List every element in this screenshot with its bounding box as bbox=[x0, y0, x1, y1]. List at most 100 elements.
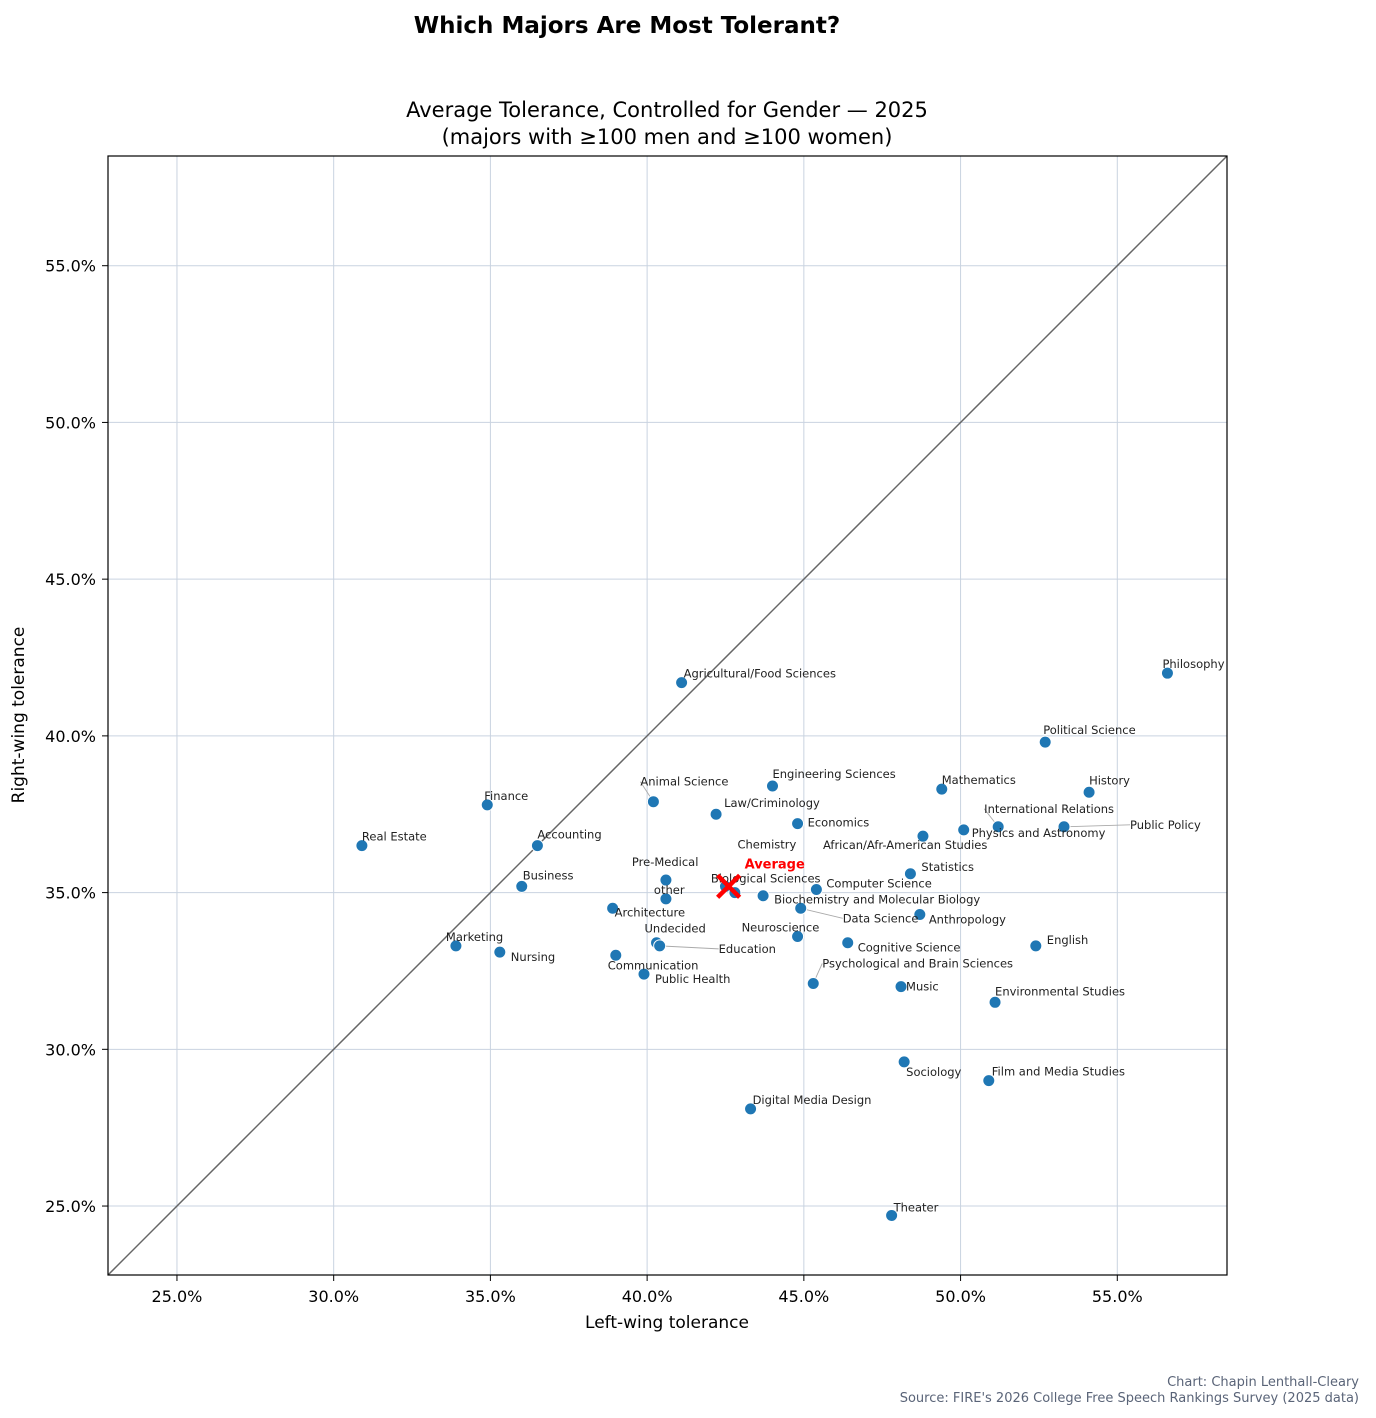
data-point bbox=[646, 795, 660, 809]
point-label: Animal Science bbox=[640, 775, 728, 789]
x-axis-ticks: 25.0% 30.0% 35.0% 40.0% 45.0% 50.0% 55.0% bbox=[152, 1275, 1143, 1306]
credit-author: Chart: Chapin Lenthall-Cleary bbox=[1167, 1375, 1359, 1390]
average-marker-stroke bbox=[716, 873, 742, 899]
y-tick-label: 45.0% bbox=[45, 570, 96, 589]
point-label: Engineering Sciences bbox=[773, 767, 896, 781]
y-tick-label: 40.0% bbox=[45, 727, 96, 746]
data-point bbox=[897, 1055, 911, 1069]
point-label: Neuroscience bbox=[742, 920, 820, 934]
data-point bbox=[1029, 939, 1043, 953]
point-label: Economics bbox=[808, 816, 870, 830]
point-label: other bbox=[654, 883, 685, 897]
point-label: Sociology bbox=[906, 1065, 961, 1079]
data-point bbox=[885, 1208, 899, 1222]
point-label: Law/Criminology bbox=[724, 796, 820, 810]
point-label: Finance bbox=[484, 789, 528, 803]
point-label: African/Afr-American Studies bbox=[823, 838, 987, 852]
x-tick-label: 35.0% bbox=[465, 1287, 516, 1306]
point-label: Theater bbox=[893, 1200, 939, 1214]
data-point bbox=[988, 995, 1002, 1009]
y-axis-label: Right-wing tolerance bbox=[9, 627, 29, 804]
average-marker-group: Average bbox=[716, 857, 805, 899]
x-tick-label: 30.0% bbox=[308, 1287, 359, 1306]
data-point bbox=[957, 823, 971, 837]
chart-title: Average Tolerance, Controlled for Gender… bbox=[406, 98, 928, 122]
x-tick-label: 55.0% bbox=[1092, 1287, 1143, 1306]
point-label: International Relations bbox=[984, 802, 1114, 816]
point-label: History bbox=[1089, 773, 1130, 787]
point-label: Nursing bbox=[511, 950, 555, 964]
data-point bbox=[756, 889, 770, 903]
label-leader-line bbox=[1063, 824, 1131, 828]
point-label: Physics and Astronomy bbox=[972, 826, 1106, 840]
point-label: Philosophy bbox=[1162, 657, 1224, 671]
point-label: Chemistry bbox=[737, 837, 796, 851]
data-point bbox=[791, 817, 805, 831]
data-point bbox=[1038, 735, 1052, 749]
point-label: Communication bbox=[608, 958, 699, 972]
point-label: Film and Media Studies bbox=[992, 1065, 1125, 1079]
y-tick-label: 55.0% bbox=[45, 257, 96, 276]
data-point bbox=[903, 867, 917, 881]
point-label: Pre-Medical bbox=[632, 855, 699, 869]
point-label: Political Science bbox=[1043, 723, 1135, 737]
point-label: Statistics bbox=[921, 860, 974, 874]
point-label: Environmental Studies bbox=[995, 984, 1125, 998]
point-label: Digital Media Design bbox=[753, 1093, 872, 1107]
point-label: Psychological and Brain Sciences bbox=[822, 956, 1013, 970]
y-tick-label: 35.0% bbox=[45, 884, 96, 903]
data-point bbox=[530, 839, 544, 853]
point-label: Mathematics bbox=[942, 773, 1016, 787]
x-tick-label: 40.0% bbox=[622, 1287, 673, 1306]
grid-lines bbox=[108, 156, 1227, 1275]
data-point bbox=[894, 980, 908, 994]
credit-source: Source: FIRE's 2026 College Free Speech … bbox=[900, 1391, 1359, 1406]
data-point bbox=[1082, 785, 1096, 799]
plot-frame bbox=[107, 155, 1228, 1276]
data-point bbox=[1160, 666, 1174, 680]
label-leader-line bbox=[800, 907, 843, 919]
data-point bbox=[637, 967, 651, 981]
diagonal-reference-line bbox=[107, 155, 1228, 1276]
y-tick-label: 25.0% bbox=[45, 1197, 96, 1216]
point-label: Biochemistry and Molecular Biology bbox=[774, 893, 980, 907]
data-point bbox=[653, 939, 667, 953]
data-point bbox=[794, 901, 808, 915]
point-label: Anthropology bbox=[929, 913, 1006, 927]
point-label: Music bbox=[906, 980, 939, 994]
data-point bbox=[659, 873, 673, 887]
data-point bbox=[675, 676, 689, 690]
y-tick-label: 50.0% bbox=[45, 413, 96, 432]
point-label: Accounting bbox=[537, 828, 601, 842]
data-point bbox=[935, 782, 949, 796]
data-point bbox=[480, 798, 494, 812]
data-point bbox=[606, 901, 620, 915]
data-point bbox=[515, 879, 529, 893]
data-point bbox=[841, 936, 855, 950]
chart-subtitle: (majors with ≥100 men and ≥100 women) bbox=[442, 125, 893, 149]
x-tick-label: 45.0% bbox=[778, 1287, 829, 1306]
data-point bbox=[493, 945, 507, 959]
point-label: Architecture bbox=[615, 905, 685, 919]
data-point bbox=[916, 829, 930, 843]
chart-suptitle: Which Majors Are Most Tolerant? bbox=[414, 13, 840, 39]
point-labels: Philosophy Agricultural/Food Sciences Poli… bbox=[362, 657, 1225, 1214]
y-axis-ticks: 25.0% 30.0% 35.0% 40.0% 45.0% 50.0% 55.0% bbox=[45, 257, 108, 1216]
y-tick-label: 30.0% bbox=[45, 1040, 96, 1059]
data-point bbox=[609, 948, 623, 962]
data-point bbox=[355, 839, 369, 853]
data-point bbox=[449, 939, 463, 953]
point-label: Undecided bbox=[645, 922, 706, 936]
data-point bbox=[913, 908, 927, 922]
data-point bbox=[766, 779, 780, 793]
data-point bbox=[1057, 820, 1071, 834]
x-axis-label: Left-wing tolerance bbox=[585, 1313, 749, 1333]
point-label: Agricultural/Food Sciences bbox=[684, 667, 836, 681]
data-point bbox=[791, 929, 805, 943]
point-label: Marketing bbox=[446, 930, 503, 944]
data-point bbox=[806, 976, 820, 990]
average-label: Average bbox=[745, 857, 805, 872]
point-label: Business bbox=[523, 868, 574, 882]
point-label: Education bbox=[719, 942, 776, 956]
